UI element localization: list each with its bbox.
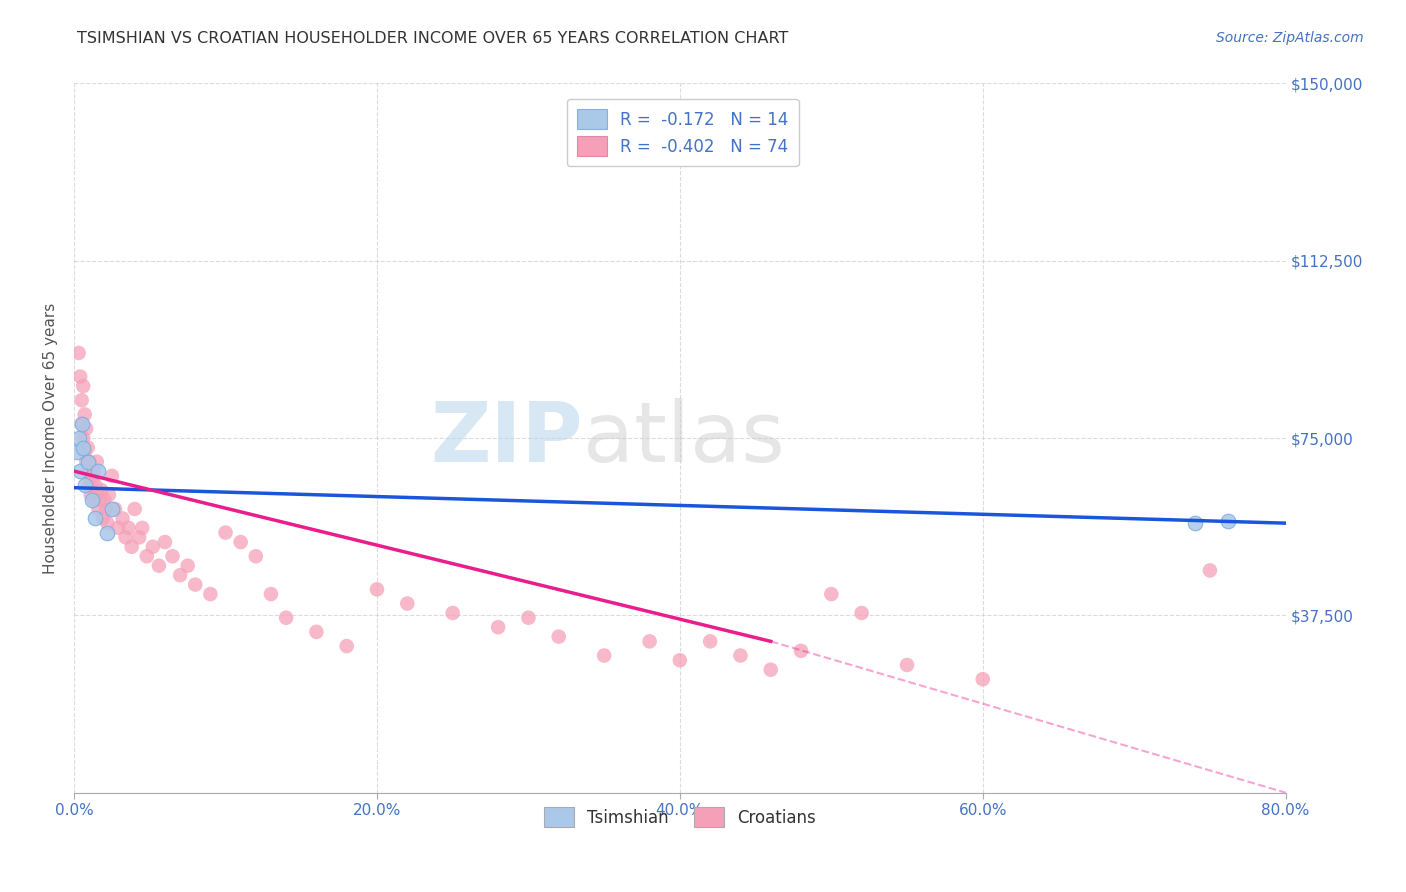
Y-axis label: Householder Income Over 65 years: Householder Income Over 65 years [44,302,58,574]
Point [84,478,107,492]
Point [76,464,98,478]
Point [86,488,108,502]
Point [517,611,540,625]
Point [72,431,94,445]
Point [896,658,918,673]
Point [94,502,117,516]
Point [87,464,110,478]
Point [260,587,283,601]
Point [75,455,97,469]
Text: Source: ZipAtlas.com: Source: ZipAtlas.com [1216,31,1364,45]
Point [67,346,90,360]
Point [669,653,692,667]
Point [104,502,127,516]
Point [83,464,105,478]
Point [169,568,191,582]
Point [69,369,91,384]
Point [274,611,297,625]
Point [82,474,104,488]
Point [82,492,104,507]
Point [80,488,103,502]
Point [820,587,842,601]
Point [97,488,120,502]
Point [790,644,813,658]
Point [73,408,96,422]
Text: ZIP: ZIP [430,398,583,478]
Point [77,478,100,492]
Point [699,634,721,648]
Point [153,535,176,549]
Point [184,577,207,591]
Point [441,606,464,620]
Point [638,634,661,648]
Point [148,558,170,573]
Point [121,540,143,554]
Point [75,421,97,435]
Point [76,441,98,455]
Point [486,620,509,634]
Point [593,648,616,663]
Point [80,468,103,483]
Point [730,648,752,663]
Point [90,483,112,497]
Point [87,502,110,516]
Point [131,521,153,535]
Point [70,393,93,408]
Point [84,511,107,525]
Point [162,549,184,564]
Text: atlas: atlas [583,398,785,478]
Point [245,549,267,564]
Point [72,379,94,393]
Point [176,558,198,573]
Point [114,530,136,544]
Point [66,445,89,459]
Point [366,582,388,597]
Legend: Tsimshian, Croatians: Tsimshian, Croatians [537,800,823,834]
Point [117,521,139,535]
Point [96,525,118,540]
Point [86,455,108,469]
Point [1199,563,1222,577]
Point [128,530,150,544]
Point [73,478,96,492]
Point [70,417,93,431]
Point [72,441,94,455]
Point [135,549,157,564]
Point [101,502,124,516]
Point [111,511,134,525]
Point [759,663,782,677]
Point [851,606,873,620]
Point [214,525,236,540]
Text: TSIMSHIAN VS CROATIAN HOUSEHOLDER INCOME OVER 65 YEARS CORRELATION CHART: TSIMSHIAN VS CROATIAN HOUSEHOLDER INCOME… [77,31,789,46]
Point [76,455,98,469]
Point [89,492,111,507]
Point [396,597,419,611]
Point [67,431,90,445]
Point [124,502,146,516]
Point [70,417,93,431]
Point [142,540,165,554]
Point [107,521,129,535]
Point [972,672,994,686]
Point [547,630,569,644]
Point [101,468,124,483]
Point [77,455,100,469]
Point [69,464,91,478]
Point [73,445,96,459]
Point [96,516,118,530]
Point [336,639,359,653]
Point [83,492,105,507]
Point [1216,514,1239,528]
Point [93,492,115,507]
Point [229,535,252,549]
Point [200,587,222,601]
Point [1184,516,1206,530]
Point [305,624,328,639]
Point [91,511,114,525]
